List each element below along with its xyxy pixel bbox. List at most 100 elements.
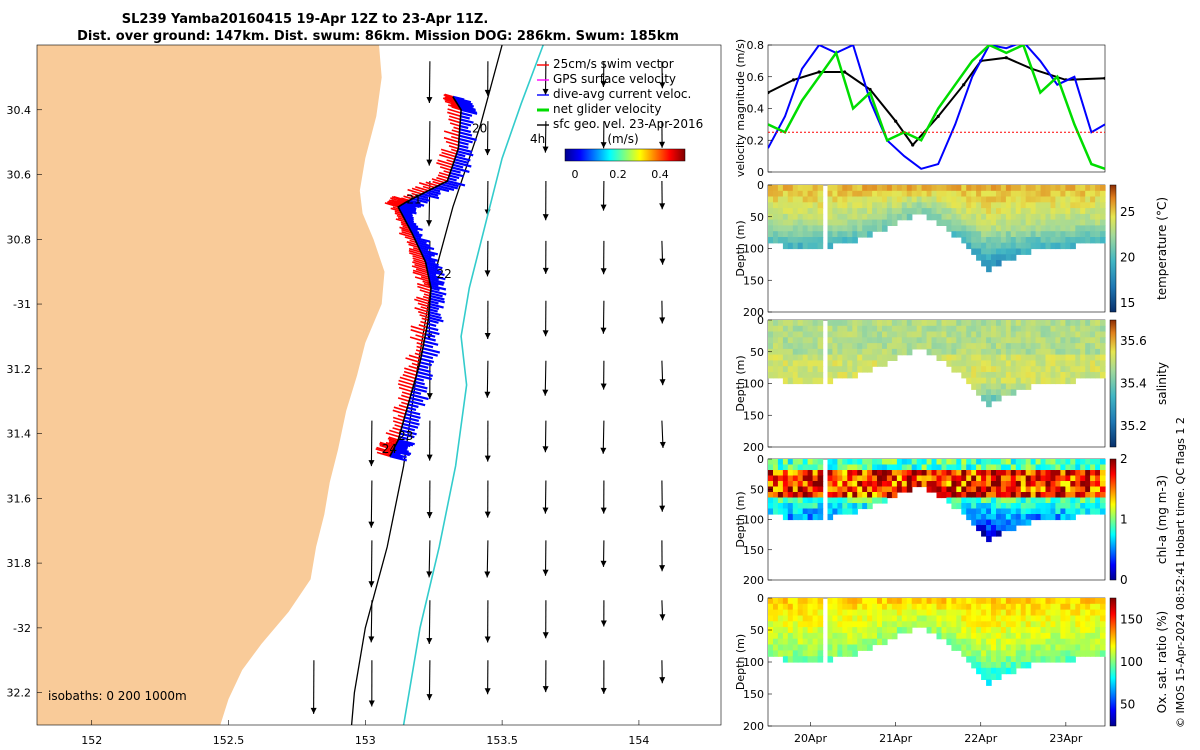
temperature-section-cell xyxy=(1085,190,1091,198)
salinity-section-cell xyxy=(1040,325,1047,333)
salinity-section-cell xyxy=(847,337,853,344)
salinity-section-cell xyxy=(1090,354,1096,361)
oxygen-section-cell xyxy=(1065,621,1071,628)
day-label-1: 21 xyxy=(406,193,421,207)
temperature-section-cell xyxy=(1030,225,1037,232)
oxygen-section-cell xyxy=(787,650,794,657)
dive-vector-114 xyxy=(423,340,439,346)
swim-vector-123 xyxy=(404,367,418,373)
chla-section-cell xyxy=(842,464,848,471)
salinity-section-cell xyxy=(1050,372,1057,379)
temperature-section-cell xyxy=(852,225,858,232)
oxygen-section-cell xyxy=(792,627,799,634)
chla-section-cell xyxy=(777,464,784,471)
oxygen-section-cell xyxy=(817,632,824,640)
oxygen-section-cell xyxy=(768,632,774,640)
chla-section-cell xyxy=(852,486,858,493)
geo-vector-53 xyxy=(659,600,666,621)
temperature-section-cell xyxy=(807,208,814,215)
salinity-section-cell xyxy=(1015,383,1022,390)
temperature-section-cell xyxy=(773,219,779,226)
oxygen-section-cell xyxy=(906,621,913,628)
chla-section-cell xyxy=(1000,475,1007,482)
temperature-section-cell xyxy=(792,225,799,232)
temperature-section-cell xyxy=(1065,242,1071,250)
chla-section-cell xyxy=(1055,459,1061,466)
swim-vector-10 xyxy=(450,104,460,109)
temperature-section-cell xyxy=(867,185,873,192)
temperature-section-cell xyxy=(966,242,972,250)
legend-unit: (m/s) xyxy=(607,132,638,146)
dive-vector-86 xyxy=(426,265,438,271)
velocity-y-ticks: 00.20.40.60.8 xyxy=(747,39,772,179)
temperature-section-cell xyxy=(941,208,948,215)
salinity-section-cell xyxy=(807,325,814,333)
chla-section-cell xyxy=(1095,459,1101,466)
swim-vector-83 xyxy=(412,255,425,261)
oxygen-section-cell xyxy=(1070,656,1076,663)
oxygen-section-cell xyxy=(1020,656,1027,663)
chla-section-cell xyxy=(936,470,943,477)
chla-section-cell xyxy=(773,497,779,504)
oxygen-section-cell xyxy=(1085,598,1091,605)
oxygen-section-cell xyxy=(847,615,853,622)
chla-section-cell xyxy=(1030,475,1037,482)
salinity-section-cell xyxy=(981,372,987,379)
land-mass xyxy=(37,45,385,725)
temperature-section-cell xyxy=(951,196,957,203)
oxygen-section-cell xyxy=(1065,603,1071,611)
salinity-section-cell xyxy=(787,372,794,379)
salinity-section-cell xyxy=(1100,366,1106,373)
temperature-section-cell xyxy=(1005,190,1012,198)
temperature-section-cell xyxy=(832,225,838,232)
salinity-section-cell xyxy=(1045,377,1052,385)
oxygen-section-cell xyxy=(1040,644,1047,651)
oxygen-section-cell xyxy=(777,609,784,616)
salinity-section-cell xyxy=(787,366,794,373)
salinity-section-cell xyxy=(1000,348,1007,356)
temperature-section-cell xyxy=(901,190,908,198)
temperature-section-cell xyxy=(817,208,824,215)
chla-section-cell xyxy=(1065,514,1071,521)
salinity-section-cell xyxy=(946,343,952,350)
temperature-section-cell xyxy=(931,202,938,209)
chla-section-cell xyxy=(961,481,967,488)
chla-section-cell xyxy=(1025,508,1032,515)
salinity-section-cell xyxy=(768,325,774,333)
oxygen-section-cell xyxy=(1040,627,1047,634)
oxygen-section-cell xyxy=(882,598,888,605)
temperature-section-cell xyxy=(807,242,814,250)
geo-vector-41 xyxy=(659,480,666,512)
oxygen-section-cell xyxy=(1020,632,1027,640)
oxygen-section-cell xyxy=(956,603,962,611)
isobath-1000m xyxy=(402,45,544,725)
oxygen-section-cell xyxy=(777,638,784,646)
oxygen-section-cell xyxy=(773,627,779,634)
temperature-section-cell xyxy=(807,213,814,221)
dive-vector-122 xyxy=(417,367,431,373)
salinity-section-cell xyxy=(1065,354,1071,361)
oxygen-section-ytick-1: 50 xyxy=(750,624,764,637)
chla-section-cell xyxy=(961,503,967,510)
dive-vector-35 xyxy=(448,177,457,182)
chla-section-cell xyxy=(996,464,1002,471)
salinity-section-cell xyxy=(797,366,804,373)
temperature-section-cell xyxy=(812,242,819,250)
salinity-section-cell xyxy=(896,343,903,350)
chla-section-cell xyxy=(1000,481,1007,488)
salinity-section-cell xyxy=(991,366,997,373)
temperature-section-cell xyxy=(1005,185,1012,192)
temperature-section-cell xyxy=(1080,219,1086,226)
chla-section-cell xyxy=(901,475,908,482)
oxygen-section-cell xyxy=(1000,598,1007,605)
oxygen-section-cell xyxy=(882,621,888,628)
chla-section-cell xyxy=(1000,519,1007,526)
temperature-section-cell xyxy=(1000,231,1007,238)
oxygen-section-cell xyxy=(1080,638,1086,646)
oxygen-section-cell xyxy=(1080,632,1086,640)
temperature-section-cbtick-1: 20 xyxy=(1120,251,1135,265)
dive-vector-103 xyxy=(429,305,440,311)
temperature-section-cell xyxy=(832,237,838,244)
temperature-section-cell xyxy=(1085,225,1091,232)
chla-section-cell xyxy=(1090,497,1096,504)
